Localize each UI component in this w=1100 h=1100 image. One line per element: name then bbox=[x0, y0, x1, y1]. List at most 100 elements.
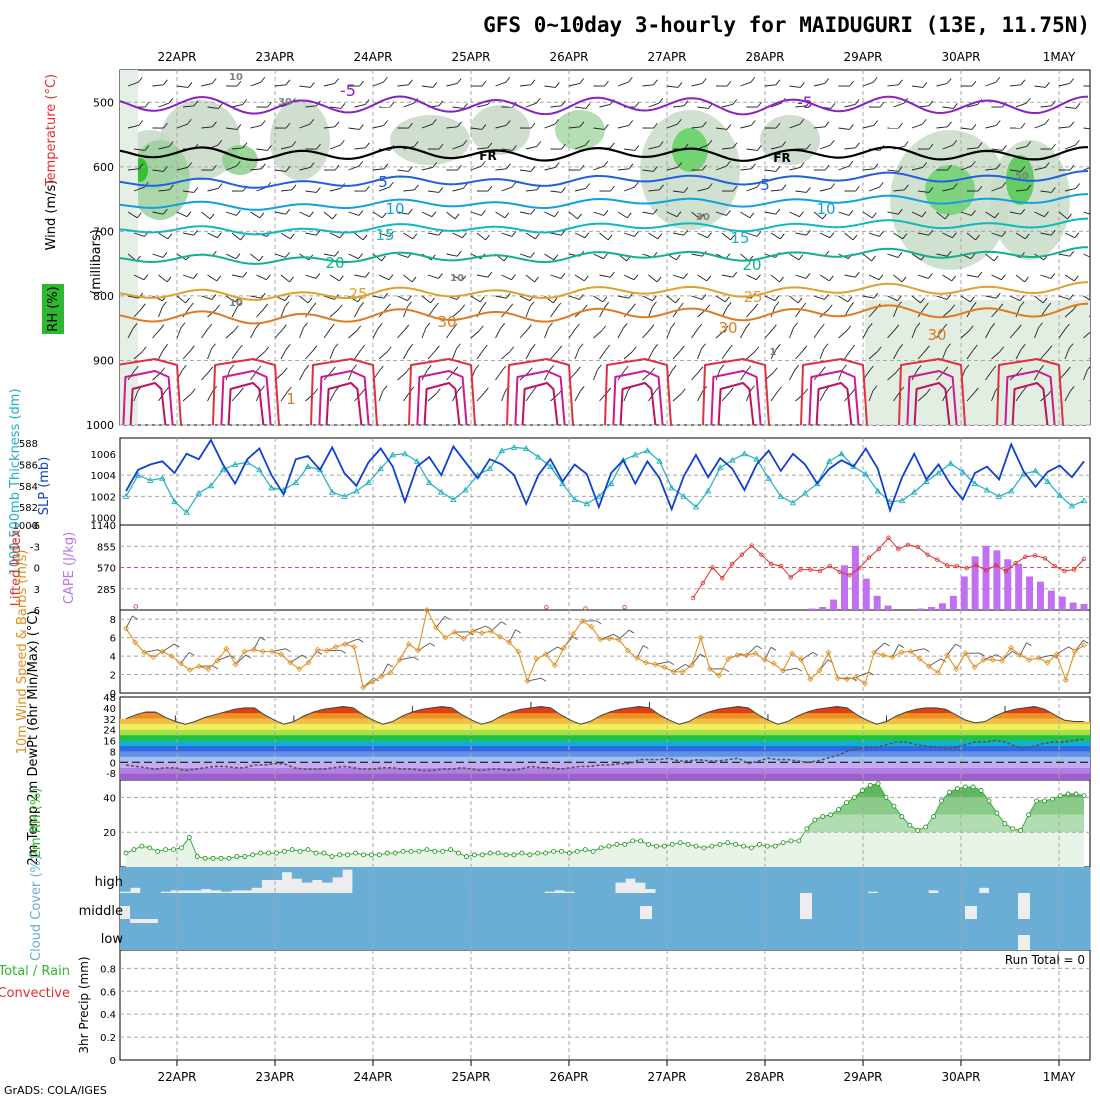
rh-2m-point-81 bbox=[764, 843, 770, 849]
thickness-point-0 bbox=[122, 492, 130, 499]
wind-speed-point-54 bbox=[615, 636, 622, 643]
barb-11-5 bbox=[256, 308, 265, 318]
thickness-point-34 bbox=[535, 453, 542, 460]
barb-5-2 bbox=[182, 190, 194, 193]
wind-speed-point-91 bbox=[953, 666, 960, 672]
temp-tick-0: 48 bbox=[103, 693, 116, 704]
barb-flag-14-17 bbox=[549, 365, 555, 371]
barb-flag-7-35 bbox=[1001, 231, 1007, 237]
barb-flag-7-34 bbox=[975, 234, 980, 241]
barb-flag-12-35 bbox=[990, 323, 996, 329]
barb-flag-3-29 bbox=[855, 142, 860, 149]
wind-speed-point-59 bbox=[661, 664, 668, 671]
barb-flag-1-2 bbox=[193, 100, 199, 107]
barb-flag-9-23 bbox=[706, 275, 712, 282]
barb-flag-0-6 bbox=[285, 79, 291, 86]
cloud-middle-bar-81 bbox=[938, 893, 949, 919]
isotherm-label-21: 10 bbox=[229, 298, 243, 309]
upper-wind-label: Wind (m/s) bbox=[44, 180, 59, 251]
barb-flag-5-34 bbox=[977, 185, 983, 192]
barb-15-22 bbox=[672, 393, 682, 402]
barb-flag-4-18 bbox=[579, 164, 585, 171]
cloud-middle-bar-10 bbox=[221, 893, 232, 919]
date-top-3: 25APR bbox=[451, 50, 490, 64]
cloud-high-bar-90 bbox=[1029, 867, 1040, 893]
slp-tick-1: 1004 bbox=[91, 471, 116, 482]
thickness-point-5 bbox=[183, 508, 190, 515]
barb-7-0 bbox=[133, 232, 145, 237]
barb-6-0 bbox=[127, 211, 138, 219]
barb-flag-6-15 bbox=[504, 212, 510, 219]
barb-flag-13-18 bbox=[578, 343, 584, 350]
barb-9-12 bbox=[427, 274, 439, 279]
barb-flag-0-5 bbox=[260, 76, 266, 83]
cloud-low-bar-8 bbox=[200, 919, 212, 950]
barb-flag-8-4 bbox=[235, 253, 241, 259]
barb-flag-13-1 bbox=[163, 344, 169, 350]
barb-0-38 bbox=[1058, 83, 1070, 87]
barb-flag-5-33 bbox=[952, 183, 958, 189]
barb-15-0 bbox=[133, 390, 139, 402]
wind-speed-point-0 bbox=[123, 625, 129, 632]
barb-flag-0-25 bbox=[750, 76, 756, 83]
cloud-high-bar-28 bbox=[402, 867, 414, 893]
cape-tick-1: 855 bbox=[97, 542, 116, 553]
barb-2-20 bbox=[617, 125, 629, 129]
barb-9-31 bbox=[893, 274, 903, 283]
wind-tick-6: 6 bbox=[110, 634, 116, 645]
cloud-high-bar-22 bbox=[342, 867, 353, 870]
rh-2m-point-82 bbox=[772, 843, 778, 849]
cloud-tick-low: low bbox=[101, 932, 124, 947]
barb-flag-6-2 bbox=[186, 211, 192, 217]
barb-7-18 bbox=[574, 232, 586, 239]
wind-speed-point-70 bbox=[761, 656, 768, 663]
cloud-low-bar-26 bbox=[382, 919, 394, 950]
barb-6-17 bbox=[544, 211, 555, 218]
lifted-index-point-37 bbox=[1013, 561, 1018, 566]
lifted-index-point-17 bbox=[817, 568, 823, 574]
rh-tick-20: 20 bbox=[103, 828, 116, 839]
cloud-high-bar-82 bbox=[948, 867, 960, 893]
thickness-point-22 bbox=[389, 451, 397, 458]
wind-speed-point-47 bbox=[551, 662, 558, 669]
panel-frame-precip bbox=[119, 949, 1091, 1061]
thickness-tick-2: 584 bbox=[19, 482, 38, 493]
rh-2m-point-57 bbox=[574, 848, 580, 854]
wind-barb-10 bbox=[217, 655, 231, 662]
barb-15-3 bbox=[207, 391, 214, 402]
rh-2m-point-62 bbox=[614, 841, 620, 847]
barb-13-24 bbox=[721, 349, 729, 360]
barb-1-3 bbox=[207, 106, 219, 109]
barb-flag-9-8 bbox=[338, 275, 344, 282]
wind-speed-point-1 bbox=[132, 639, 139, 646]
barb-15-36 bbox=[1015, 391, 1023, 402]
barb-9-29 bbox=[844, 274, 856, 278]
wind-barb-flag-58 bbox=[668, 661, 675, 666]
barb-9-32 bbox=[917, 274, 929, 279]
barb-6-15 bbox=[495, 211, 506, 219]
barb-0-6 bbox=[274, 84, 286, 87]
barb-14-39 bbox=[1083, 369, 1088, 381]
lifted-index-point-21 bbox=[856, 566, 862, 571]
barb-flag-6-36 bbox=[1020, 208, 1026, 215]
lifted-index-point-7 bbox=[720, 575, 725, 581]
barb-flag-4-9 bbox=[358, 160, 364, 167]
barb-flag-0-22 bbox=[677, 82, 683, 88]
barb-flag-13-23 bbox=[701, 343, 706, 350]
rh-blob-11 bbox=[672, 128, 708, 172]
cape-bar-77 bbox=[960, 576, 968, 610]
wind-barb-62 bbox=[691, 653, 701, 666]
temperature-line bbox=[125, 705, 1084, 725]
rh-2m-point-24 bbox=[313, 850, 319, 856]
cloud-middle-bar-47 bbox=[594, 893, 606, 919]
rh-2m-point-56 bbox=[566, 850, 572, 856]
cloud-middle-bar-13 bbox=[251, 893, 262, 919]
barb-9-14 bbox=[476, 274, 488, 278]
barb-9-25 bbox=[746, 274, 757, 281]
cloud-low-bar-43 bbox=[554, 919, 565, 950]
cloud-low-bar-5 bbox=[170, 919, 182, 950]
barb-flag-11-10 bbox=[385, 303, 391, 310]
barb-9-30 bbox=[868, 274, 880, 281]
barb-flag-10-38 bbox=[1069, 294, 1074, 300]
cloud-middle-bar-7 bbox=[190, 893, 202, 919]
